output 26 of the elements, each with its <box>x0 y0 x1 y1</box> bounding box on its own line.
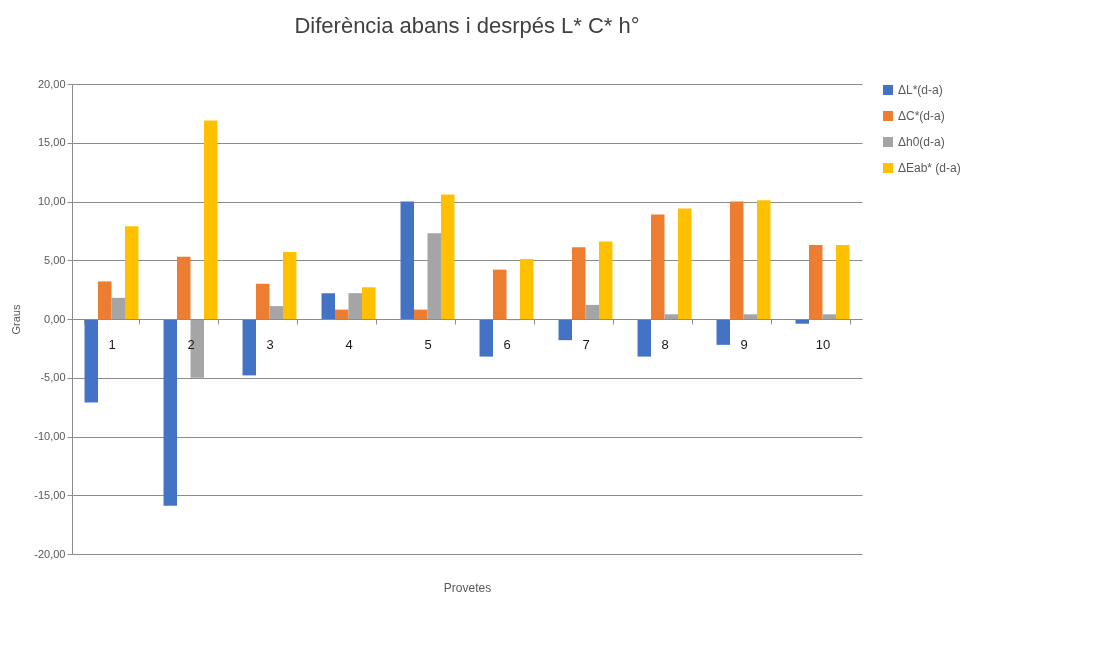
y-tick-label: -5,00 <box>40 371 66 384</box>
y-tick-label: -15,00 <box>34 488 66 501</box>
y-tick-label: -10,00 <box>34 430 66 442</box>
legend-label: ΔEab* (d-a) <box>898 161 961 175</box>
x-tick-label: 6 <box>503 336 511 352</box>
legend-label: ΔC*(d-a) <box>898 109 945 123</box>
x-tick-label: 1 <box>108 336 116 352</box>
y-axis-title: Graus <box>10 304 23 335</box>
legend-label: ΔL*(d-a) <box>898 83 943 97</box>
y-tick-label: 0,00 <box>44 312 66 325</box>
x-tick-label: 9 <box>740 336 748 352</box>
y-tick-label: 10,00 <box>37 195 66 207</box>
legend-label: Δh0(d-a) <box>898 135 945 149</box>
x-tick-label: 8 <box>661 336 669 352</box>
x-axis-title: Provetes <box>443 580 492 595</box>
chart-title: Diferència abans i desrpés L* C* h° <box>294 13 640 38</box>
x-tick-label: 2 <box>187 336 195 352</box>
x-tick-label: 3 <box>266 336 274 352</box>
y-tick-label: 5,00 <box>44 253 66 266</box>
y-tick-label: 15,00 <box>37 136 66 149</box>
x-tick-label: 7 <box>582 336 590 352</box>
x-tick-label: 4 <box>345 336 353 352</box>
x-tick-label: 10 <box>815 336 831 352</box>
x-tick-label: 5 <box>424 336 432 352</box>
y-tick-label: -20,00 <box>34 547 66 560</box>
y-tick-label: 20,00 <box>37 77 66 90</box>
